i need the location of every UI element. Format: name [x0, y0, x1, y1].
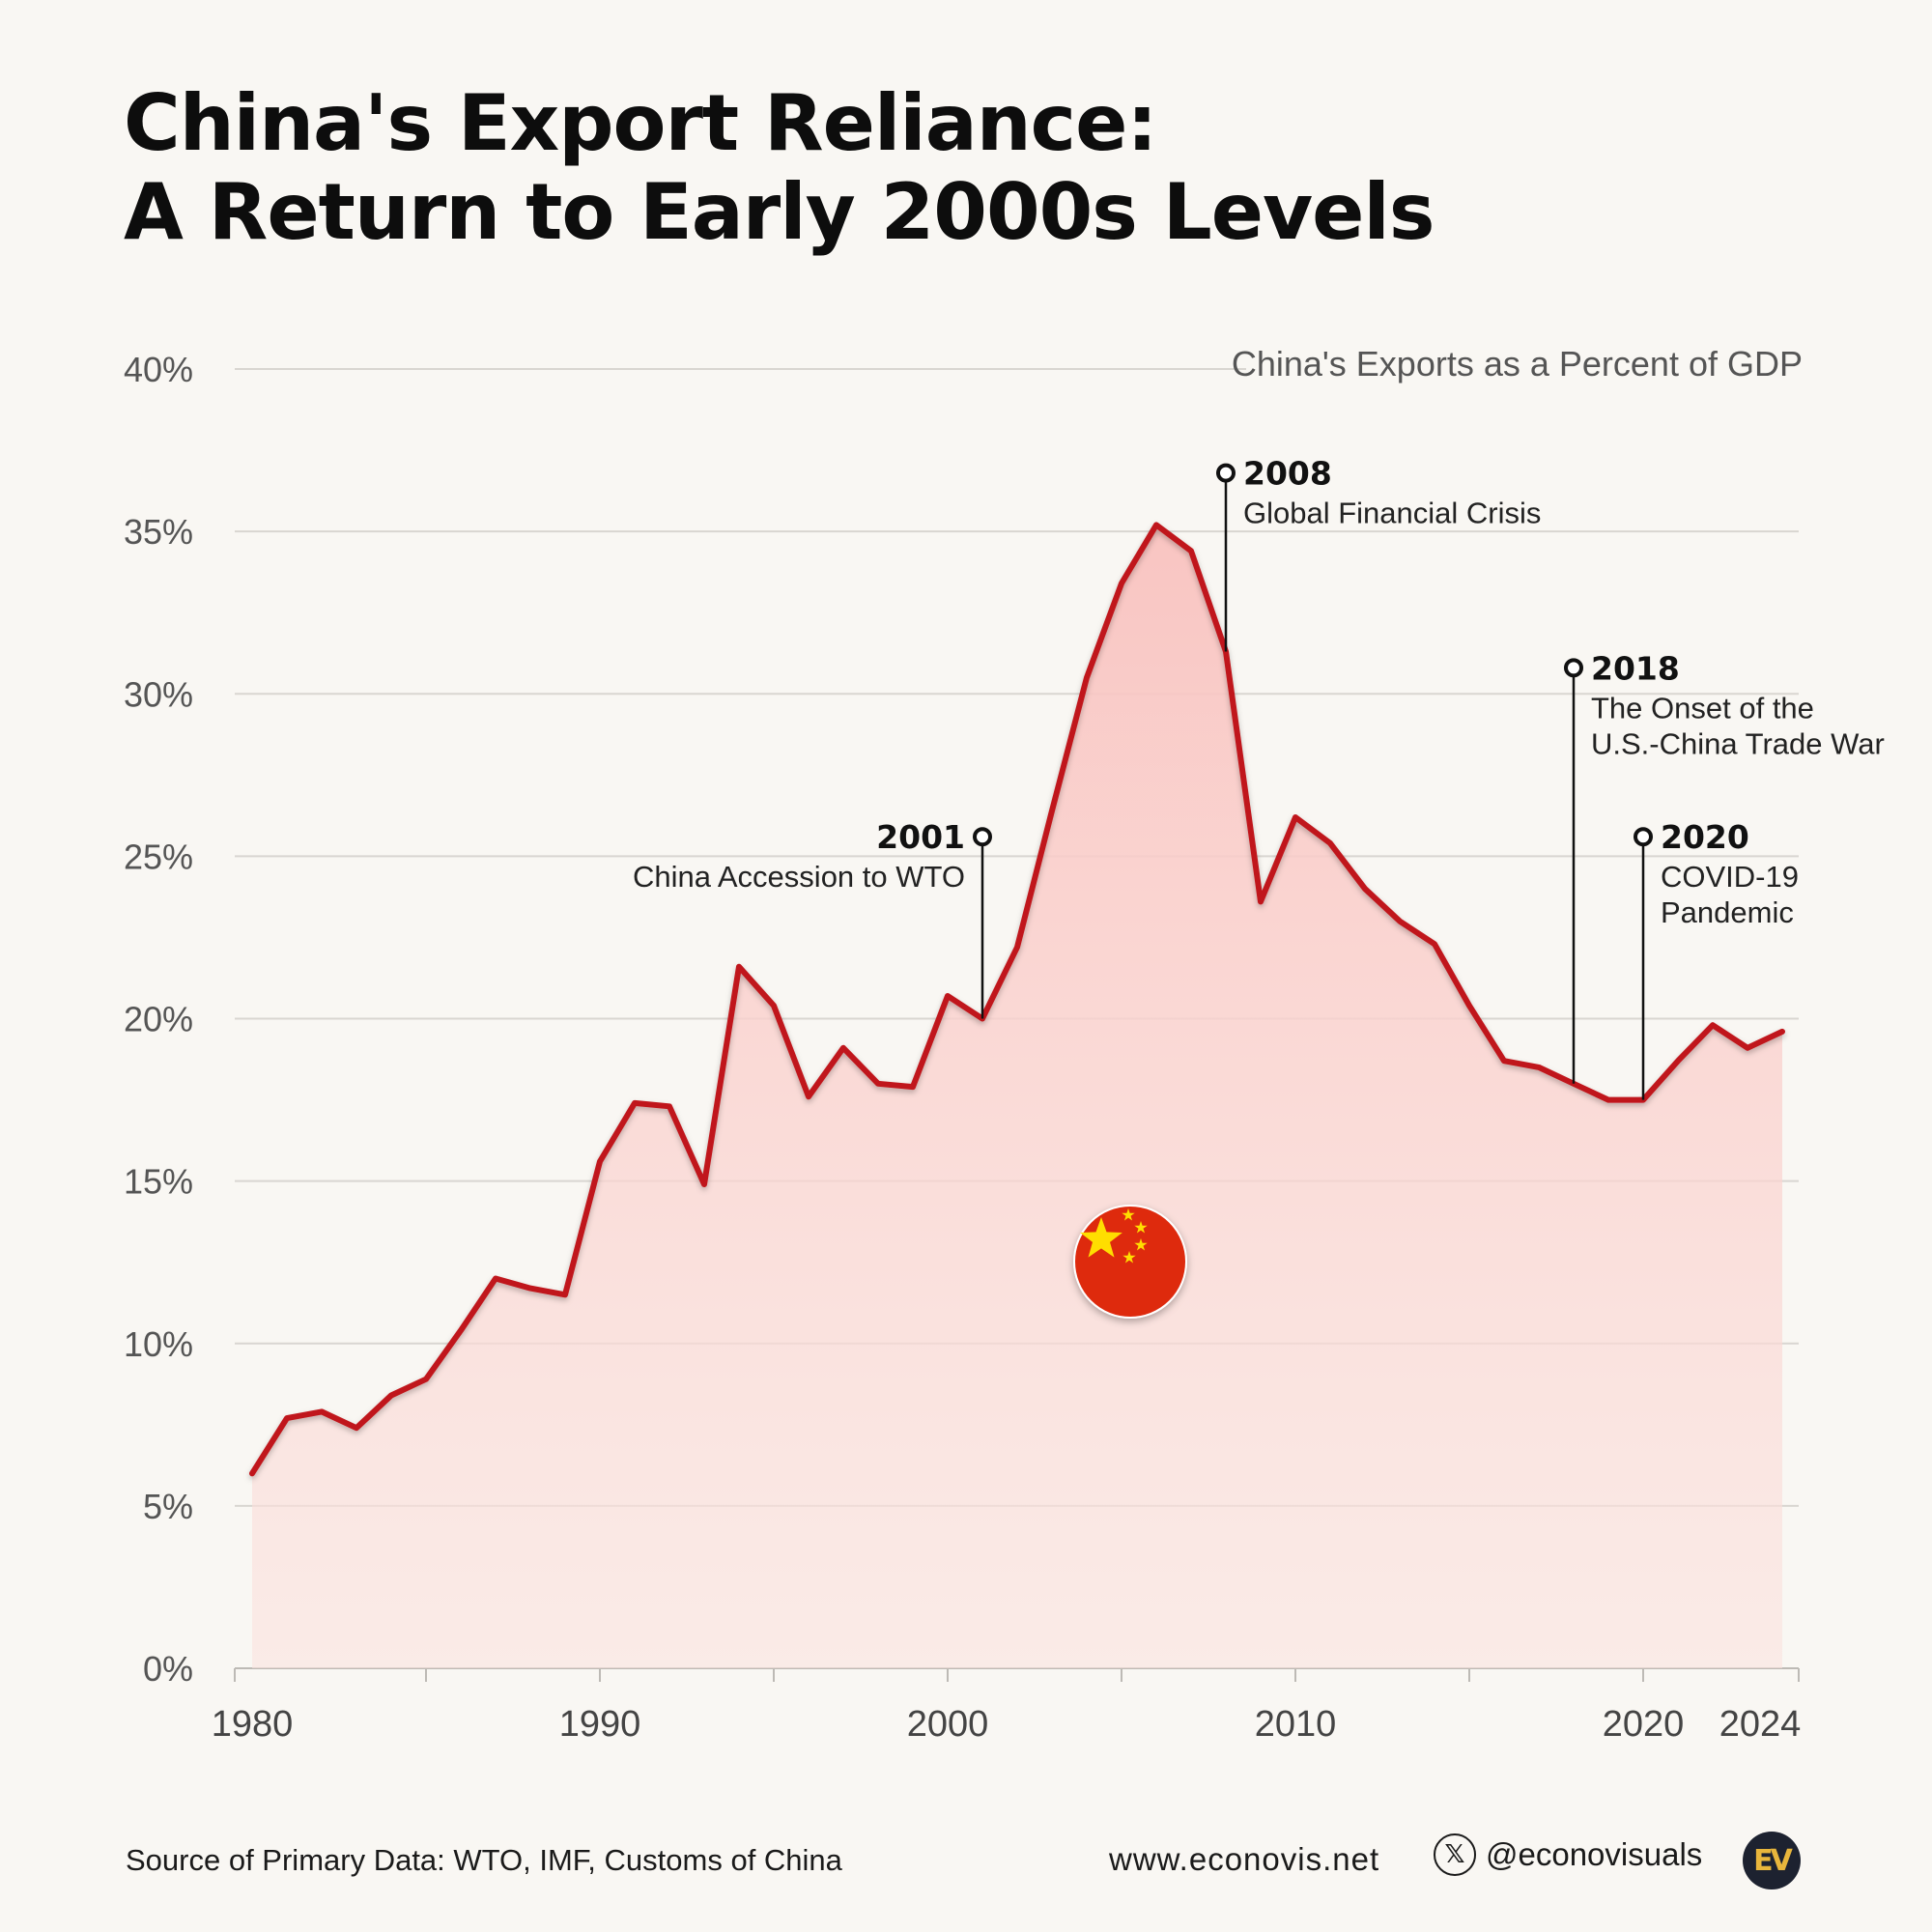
data-point-2019 — [1605, 1097, 1611, 1103]
annotation-marker-2001 — [973, 827, 992, 847]
data-point-2006 — [1153, 522, 1159, 527]
y-tick-label-0: 0% — [143, 1649, 193, 1689]
annotations: 2001 China Accession to WTO 2008 Global Fin… — [633, 455, 1885, 1100]
annotation-2001: 2001 China Accession to WTO — [633, 818, 992, 1019]
data-point-2017 — [1536, 1065, 1542, 1070]
data-point-2014 — [1432, 941, 1437, 947]
data-point-2013 — [1397, 919, 1403, 924]
annotation-year-2008: 2008 — [1243, 455, 1332, 493]
data-point-1987 — [493, 1276, 498, 1282]
annotation-2008: 2008 Global Financial Crisis — [1216, 455, 1541, 652]
data-point-2010 — [1293, 814, 1298, 820]
data-point-2004 — [1084, 674, 1090, 680]
data-point-2021 — [1675, 1058, 1681, 1064]
data-point-2002 — [1014, 945, 1020, 951]
x-tick-label-1980: 1980 — [212, 1704, 294, 1745]
annotation-text-2018: U.S.-China Trade War — [1591, 726, 1885, 760]
data-point-1993 — [701, 1181, 707, 1187]
title-line-2: A Return to Early 2000s Levels — [124, 167, 1435, 257]
data-point-2015 — [1466, 1003, 1472, 1009]
data-point-1983 — [354, 1425, 359, 1431]
chart-title: China's Export Reliance: A Return to Ear… — [124, 78, 1435, 257]
data-point-1988 — [527, 1286, 533, 1292]
econovis-logo: EV — [1743, 1832, 1801, 1889]
annotation-marker-2018 — [1564, 658, 1583, 678]
annotation-marker-2020 — [1634, 827, 1653, 847]
annotation-year-2001: 2001 — [876, 818, 965, 856]
data-point-1999 — [910, 1084, 916, 1090]
data-point-2022 — [1710, 1022, 1716, 1028]
data-point-1985 — [423, 1377, 429, 1382]
data-point-2016 — [1501, 1058, 1507, 1064]
data-point-1986 — [458, 1327, 464, 1333]
data-point-1991 — [632, 1100, 638, 1106]
data-point-2000 — [945, 993, 951, 999]
x-tick-label-2024: 2024 — [1719, 1704, 1802, 1745]
export-series-line — [249, 522, 1785, 1477]
data-point-2005 — [1119, 581, 1124, 586]
data-point-2024 — [1779, 1029, 1785, 1035]
data-point-1981 — [284, 1415, 290, 1421]
x-tick-label-2010: 2010 — [1255, 1704, 1337, 1745]
data-point-1996 — [806, 1094, 811, 1099]
y-tick-label-40: 40% — [124, 350, 193, 389]
annotation-marker-2008 — [1216, 463, 1236, 483]
annotation-year-2020: 2020 — [1661, 818, 1749, 856]
x-tick-label-2020: 2020 — [1603, 1704, 1685, 1745]
social-handle: @econovisuals — [1486, 1836, 1703, 1872]
y-axis-tick-labels: 0% 5% 10% 15% 20% 25% 30% 35% 40% — [124, 350, 193, 1689]
annotation-text-2008: Global Financial Crisis — [1243, 497, 1541, 530]
annotation-text-2020: Pandemic — [1661, 895, 1794, 929]
data-point-1994 — [736, 964, 742, 970]
y-tick-label-35: 35% — [124, 512, 193, 552]
y-tick-label-20: 20% — [124, 1000, 193, 1039]
data-point-2011 — [1327, 840, 1333, 846]
title-line-1: China's Export Reliance: — [124, 78, 1157, 168]
y-tick-label-10: 10% — [124, 1324, 193, 1364]
data-point-2009 — [1258, 898, 1264, 904]
x-tick-label-1990: 1990 — [559, 1704, 641, 1745]
y-tick-label-30: 30% — [124, 674, 193, 714]
data-point-1995 — [771, 1003, 777, 1009]
data-point-1984 — [388, 1393, 394, 1399]
annotation-year-2018: 2018 — [1591, 649, 1680, 687]
export-area-fill — [252, 525, 1782, 1668]
annotation-text-2001: China Accession to WTO — [633, 860, 965, 894]
data-point-2007 — [1188, 548, 1194, 554]
social-handle-link[interactable]: 𝕏 @econovisuals — [1434, 1833, 1702, 1876]
china-flag-icon — [1073, 1205, 1187, 1319]
data-point-2023 — [1745, 1045, 1750, 1051]
x-tick-label-2000: 2000 — [907, 1704, 989, 1745]
data-point-1992 — [667, 1103, 672, 1109]
annotation-text-2020: COVID-19 — [1661, 860, 1799, 894]
y-tick-label-5: 5% — [143, 1487, 193, 1526]
website-link[interactable]: www.econovis.net — [1109, 1841, 1380, 1877]
data-point-1989 — [562, 1292, 568, 1297]
data-point-2012 — [1362, 886, 1368, 892]
series-label: China's Exports as a Percent of GDP — [1232, 344, 1803, 384]
data-point-2003 — [1049, 808, 1055, 813]
x-logo-icon: 𝕏 — [1434, 1833, 1476, 1876]
y-tick-label-15: 15% — [124, 1162, 193, 1202]
data-point-1980 — [249, 1470, 255, 1476]
source-note: Source of Primary Data: WTO, IMF, Custom… — [126, 1843, 842, 1877]
data-point-1997 — [840, 1045, 846, 1051]
annotation-text-2018: The Onset of the — [1591, 691, 1814, 724]
data-point-1982 — [319, 1408, 325, 1414]
y-tick-label-25: 25% — [124, 837, 193, 876]
data-point-1998 — [875, 1081, 881, 1087]
data-point-1990 — [597, 1158, 603, 1164]
x-axis: 1980 1990 2000 2010 2020 2024 — [212, 1667, 1802, 1745]
